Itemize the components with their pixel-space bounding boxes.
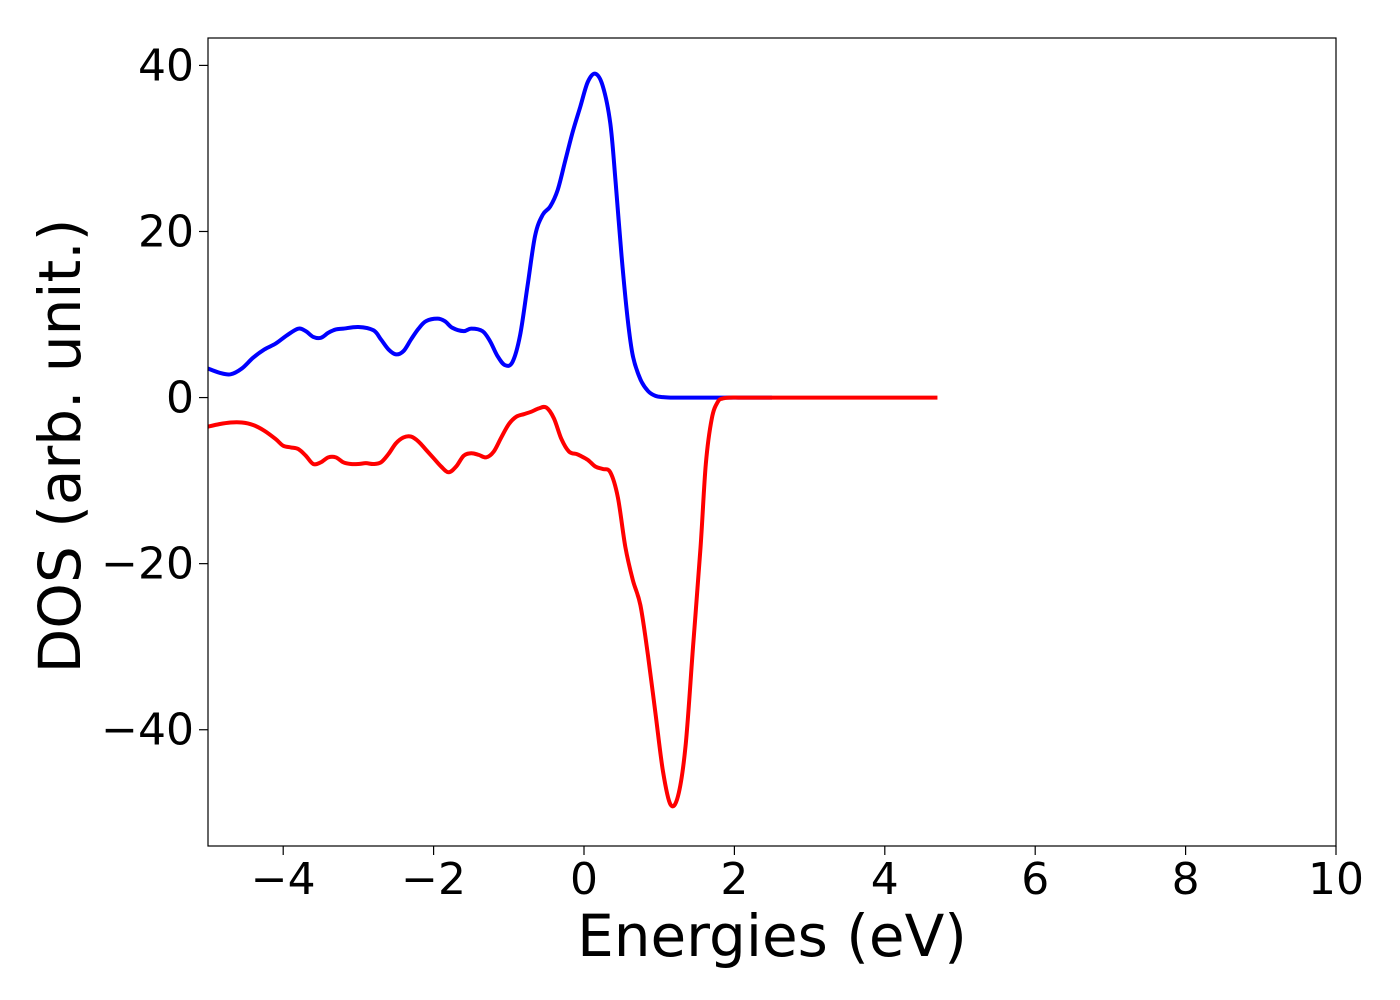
x-tick-label: 4 <box>871 854 899 905</box>
x-tick-label: −4 <box>251 854 316 905</box>
x-axis-ticks: −4 −2 0 2 4 6 8 10 <box>251 846 1364 905</box>
y-tick-label: −20 <box>101 539 194 590</box>
x-tick-label: −2 <box>401 854 466 905</box>
dos-series-blue-line <box>207 71 772 400</box>
y-tick-label: −40 <box>101 705 194 756</box>
x-tick-label: 10 <box>1308 854 1364 905</box>
data-series-group <box>207 71 938 809</box>
y-axis-label: DOS (arb. unit.) <box>26 219 94 674</box>
plot-frame <box>207 37 1337 847</box>
x-tick-label: 2 <box>720 854 748 905</box>
x-tick-label: 8 <box>1172 854 1200 905</box>
y-tick-label: 20 <box>138 206 194 257</box>
y-axis-ticks: 40 20 0 −20 −40 <box>101 40 208 756</box>
x-tick-label: 0 <box>570 854 598 905</box>
x-axis-label: Energies (eV) <box>577 902 967 970</box>
y-tick-label: 40 <box>138 40 194 91</box>
y-tick-label: 0 <box>166 373 194 424</box>
x-tick-label: 6 <box>1021 854 1049 905</box>
dos-series-red-line <box>207 395 938 809</box>
